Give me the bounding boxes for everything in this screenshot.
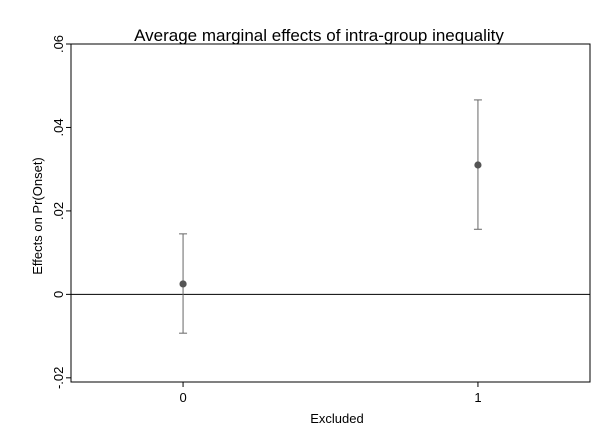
chart-title: Average marginal effects of intra-group …: [134, 26, 504, 45]
data-point-0: [179, 280, 187, 288]
y-tick-label-2: .02: [51, 202, 66, 220]
plot-frame: [70, 43, 591, 383]
plot-area: -.02 0 .02 .04 .06 0 1: [51, 35, 591, 405]
x-tick-label-0: 0: [179, 390, 186, 405]
x-axis-label: Excluded: [310, 411, 363, 426]
data-point-1: [474, 161, 482, 169]
y-tick-label-1: 0: [51, 291, 66, 298]
x-tick-label-1: 1: [474, 390, 481, 405]
y-tick-label-4: .06: [51, 35, 66, 53]
y-axis-label: Effects on Pr(Onset): [30, 157, 45, 275]
y-tick-label-3: .04: [51, 118, 66, 136]
y-tick-label-0: -.02: [51, 367, 66, 389]
